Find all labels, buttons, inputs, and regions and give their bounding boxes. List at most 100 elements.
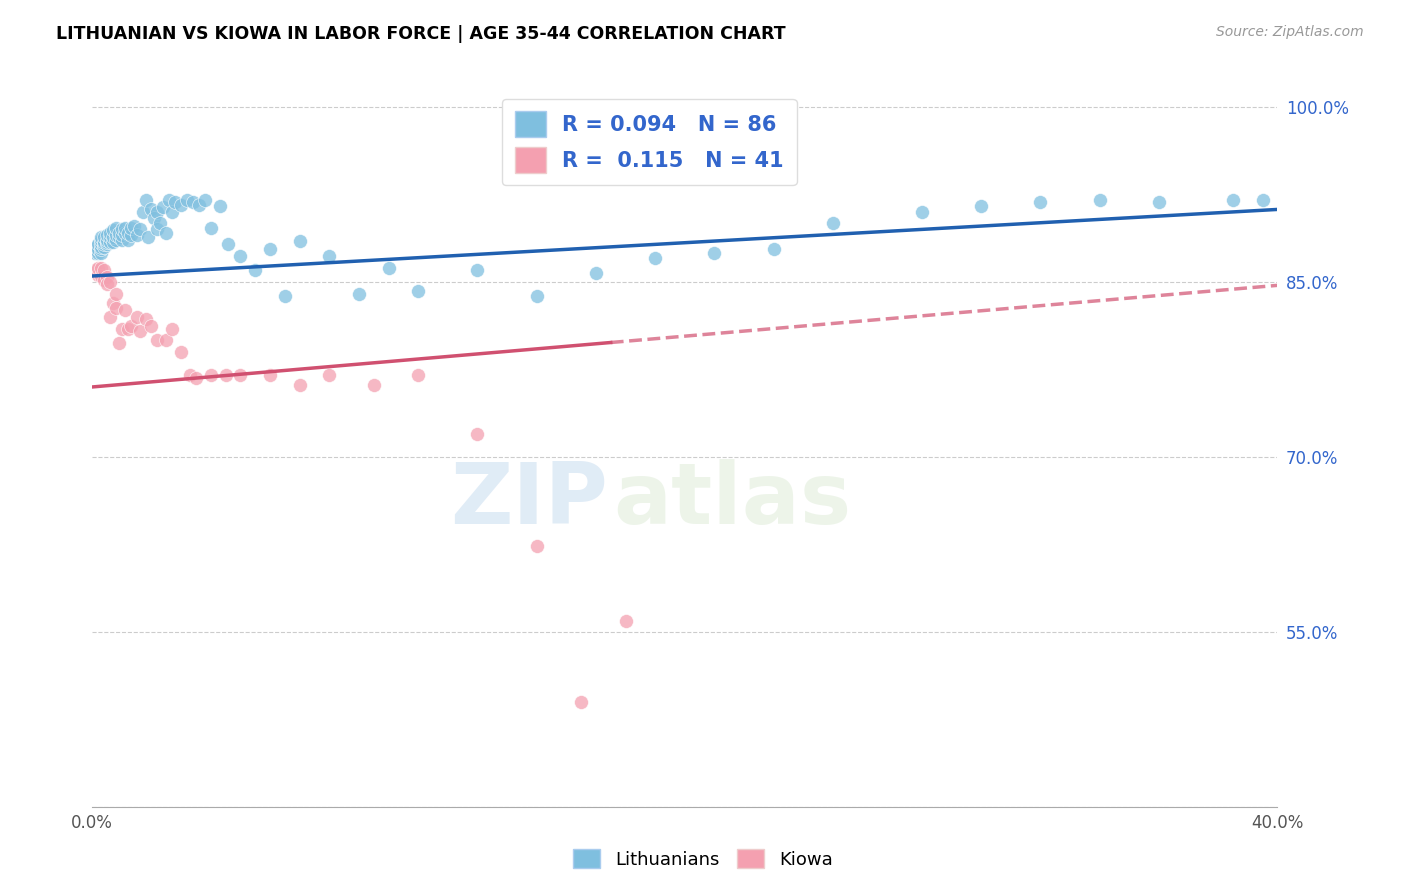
Point xyxy=(125,310,148,324)
Point xyxy=(703,245,725,260)
Point xyxy=(526,289,548,303)
Point xyxy=(821,216,844,230)
Point xyxy=(93,240,115,254)
Point xyxy=(96,228,118,243)
Point xyxy=(200,368,222,383)
Point xyxy=(111,233,134,247)
Point xyxy=(93,237,115,252)
Point xyxy=(96,235,118,249)
Point xyxy=(243,263,266,277)
Point xyxy=(259,368,281,383)
Point xyxy=(96,270,118,285)
Point xyxy=(155,226,177,240)
Point xyxy=(143,211,166,225)
Point xyxy=(84,245,107,260)
Point xyxy=(134,312,156,326)
Point xyxy=(93,230,115,244)
Point xyxy=(184,370,207,384)
Point xyxy=(90,242,112,256)
Point xyxy=(181,195,204,210)
Point xyxy=(90,260,112,275)
Point xyxy=(84,263,107,277)
Point xyxy=(98,275,121,289)
Point xyxy=(165,195,187,210)
Point xyxy=(229,368,252,383)
Text: Source: ZipAtlas.com: Source: ZipAtlas.com xyxy=(1216,25,1364,39)
Point xyxy=(141,319,163,334)
Point xyxy=(108,226,131,240)
Point xyxy=(318,368,340,383)
Point xyxy=(274,289,297,303)
Point xyxy=(101,230,124,244)
Point xyxy=(87,245,110,260)
Point xyxy=(90,245,112,260)
Point xyxy=(101,223,124,237)
Point xyxy=(152,200,174,214)
Point xyxy=(1147,195,1170,210)
Point xyxy=(146,222,169,236)
Point xyxy=(141,202,163,217)
Point xyxy=(406,368,429,383)
Point xyxy=(104,233,127,247)
Point xyxy=(108,335,131,350)
Point xyxy=(200,221,222,235)
Point xyxy=(526,539,548,553)
Point xyxy=(96,237,118,252)
Point xyxy=(160,321,183,335)
Point xyxy=(87,260,110,275)
Point xyxy=(90,236,112,251)
Point xyxy=(134,193,156,207)
Point xyxy=(614,614,637,628)
Point xyxy=(149,216,172,230)
Point xyxy=(970,199,993,213)
Point xyxy=(318,249,340,263)
Point xyxy=(104,221,127,235)
Point xyxy=(90,230,112,244)
Point xyxy=(114,302,136,317)
Point xyxy=(117,233,139,247)
Point xyxy=(155,333,177,347)
Point xyxy=(108,230,131,244)
Point xyxy=(114,226,136,240)
Point xyxy=(569,695,592,709)
Point xyxy=(467,263,489,277)
Text: atlas: atlas xyxy=(613,459,852,542)
Point xyxy=(288,377,311,392)
Point xyxy=(120,228,142,243)
Point xyxy=(120,221,142,235)
Point xyxy=(1222,193,1244,207)
Point xyxy=(138,230,160,244)
Point xyxy=(585,265,607,279)
Point xyxy=(157,193,180,207)
Point xyxy=(120,319,142,334)
Point xyxy=(101,235,124,249)
Point xyxy=(347,286,370,301)
Point xyxy=(111,228,134,243)
Point xyxy=(90,268,112,283)
Point xyxy=(911,204,934,219)
Point xyxy=(104,286,127,301)
Point xyxy=(187,198,209,212)
Point xyxy=(125,228,148,243)
Point xyxy=(87,242,110,256)
Point xyxy=(467,426,489,441)
Point xyxy=(208,199,231,213)
Point xyxy=(259,242,281,256)
Point xyxy=(111,321,134,335)
Point xyxy=(131,204,153,219)
Point xyxy=(90,233,112,247)
Point xyxy=(87,268,110,282)
Point xyxy=(194,193,217,207)
Point xyxy=(101,296,124,310)
Point xyxy=(1088,193,1111,207)
Point xyxy=(146,204,169,219)
Point xyxy=(98,235,121,249)
Point xyxy=(229,249,252,263)
Point xyxy=(98,226,121,240)
Point xyxy=(160,204,183,219)
Point xyxy=(104,301,127,315)
Point xyxy=(179,368,201,383)
Point xyxy=(111,222,134,236)
Point xyxy=(93,272,115,286)
Point xyxy=(762,242,785,256)
